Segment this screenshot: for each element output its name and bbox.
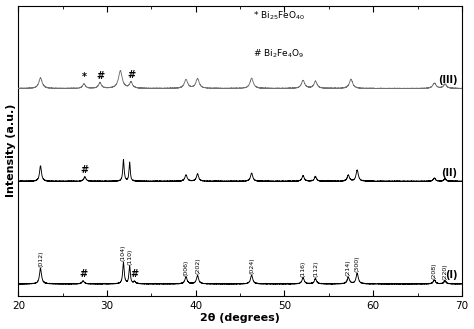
Text: #: #	[81, 165, 89, 175]
Text: *: *	[82, 72, 86, 82]
Text: (012): (012)	[38, 251, 43, 267]
Y-axis label: Intensity (a.u.): Intensity (a.u.)	[6, 104, 16, 197]
Text: (III): (III)	[438, 75, 457, 85]
Text: #: #	[130, 269, 138, 279]
Text: # Bi$_{2}$Fe$_{4}$O$_{9}$: # Bi$_{2}$Fe$_{4}$O$_{9}$	[254, 48, 305, 60]
Text: #: #	[79, 268, 87, 279]
Text: #: #	[127, 70, 135, 80]
Text: (II): (II)	[441, 167, 457, 178]
Text: (104): (104)	[121, 245, 126, 261]
Text: (112): (112)	[313, 261, 318, 277]
Text: (110): (110)	[127, 249, 132, 265]
Text: (I): (I)	[445, 270, 457, 280]
Text: (220): (220)	[443, 263, 447, 280]
Text: (300): (300)	[355, 256, 360, 272]
Text: (208): (208)	[432, 262, 437, 279]
Text: #: #	[96, 70, 104, 81]
Text: (116): (116)	[301, 260, 306, 277]
Text: (006): (006)	[183, 259, 189, 276]
X-axis label: 2θ (degrees): 2θ (degrees)	[200, 314, 280, 323]
Text: (024): (024)	[249, 257, 254, 274]
Text: (202): (202)	[195, 258, 200, 274]
Text: * Bi$_{25}$FeO$_{40}$: * Bi$_{25}$FeO$_{40}$	[254, 10, 305, 22]
Text: (214): (214)	[346, 260, 351, 276]
